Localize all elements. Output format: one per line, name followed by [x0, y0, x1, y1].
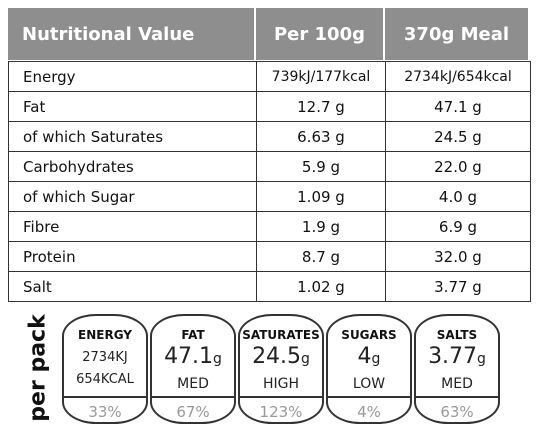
table-cell: of which Sugar	[8, 181, 257, 212]
badge-amount: 3.77g	[416, 344, 498, 369]
table-cell: 47.1 g	[385, 91, 531, 122]
amount: 3.77	[428, 344, 478, 369]
table-cell: 739kJ/177kcal	[256, 61, 386, 92]
table-cell: 32.0 g	[385, 241, 531, 272]
table-cell: 12.7 g	[256, 91, 386, 122]
badge: FAT 47.1g MED 67%	[150, 314, 236, 424]
table-cell: Protein	[8, 241, 257, 272]
badge-percent: 67%	[152, 396, 234, 422]
amount: 47.1	[164, 344, 214, 369]
badge-amount: 4g	[328, 344, 410, 369]
badge: SUGARS 4g LOW 4%	[326, 314, 412, 424]
unit: g	[477, 351, 486, 367]
badge-level: MED	[177, 376, 209, 392]
badge-name: ENERGY	[78, 328, 132, 342]
header-cell: Per 100g	[256, 8, 385, 60]
table-cell: of which Saturates	[8, 121, 257, 152]
badge-name: SUGARS	[341, 328, 397, 342]
table-cell: 6.9 g	[385, 211, 531, 242]
table-cell: 4.0 g	[385, 181, 531, 212]
badge-level: LOW	[352, 376, 386, 392]
badge-percent: 33%	[64, 396, 146, 422]
table-cell: 1.02 g	[256, 271, 386, 302]
badge-name: FAT	[181, 328, 205, 342]
table-cell: 3.77 g	[385, 271, 531, 302]
table-cell: 1.9 g	[256, 211, 386, 242]
unit: g	[213, 351, 222, 367]
table-cell: Fibre	[8, 211, 257, 242]
amount: 24.5	[252, 344, 302, 369]
table-cell: 8.7 g	[256, 241, 386, 272]
badge-percent: 4%	[328, 396, 410, 422]
table-cell: 6.63 g	[256, 121, 386, 152]
badge-percent: 63%	[416, 396, 498, 422]
table-cell: 22.0 g	[385, 151, 531, 182]
badge-line: 654KCAL	[76, 372, 134, 387]
table-cell: 24.5 g	[385, 121, 531, 152]
badge-line: 2734KJ	[82, 350, 128, 365]
unit: g	[371, 351, 381, 367]
header-cell: 370g Meal	[385, 8, 530, 60]
table-cell: 2734kJ/654kcal	[385, 61, 531, 92]
header-cell: Nutritional Value	[8, 8, 256, 60]
per-pack-label: per pack	[25, 314, 51, 422]
badge-level: HIGH	[262, 376, 300, 392]
badge-name: SATURATES	[242, 328, 320, 342]
badge-name: SALTS	[436, 328, 478, 342]
amount: 4	[357, 344, 372, 369]
badge: ENERGY 2734KJ 654KCAL 33%	[62, 314, 148, 424]
table-cell: Carbohydrates	[8, 151, 257, 182]
table-cell: 5.9 g	[256, 151, 386, 182]
unit: g	[301, 351, 310, 367]
badge-amount: 24.5g	[240, 344, 322, 369]
badge: SATURATES 24.5g HIGH 123%	[238, 314, 324, 424]
badge-amount: 47.1g	[152, 344, 234, 369]
table-cell: Fat	[8, 91, 257, 122]
table-cell: Energy	[8, 61, 257, 92]
table-cell: Salt	[8, 271, 257, 302]
badge: SALTS 3.77g MED 63%	[414, 314, 500, 424]
badge-percent: 123%	[240, 396, 322, 422]
table-cell: 1.09 g	[256, 181, 386, 212]
badge-level: MED	[441, 376, 473, 392]
